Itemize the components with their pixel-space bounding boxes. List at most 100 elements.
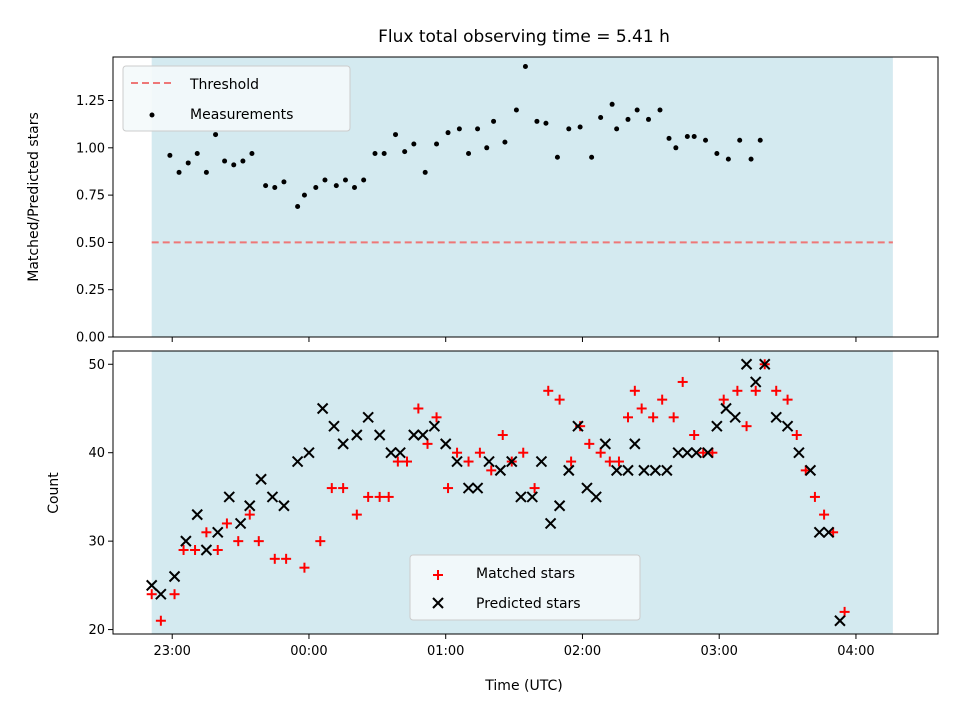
predicted-star-point [690,446,703,459]
matched-star-point [718,394,729,405]
measurement-point [231,162,237,168]
measurement-point [240,158,246,164]
measurement-point [381,150,387,156]
measurement-point [714,150,720,156]
measurement-point [513,107,519,113]
measurement-point [475,126,481,132]
measurement-point [194,150,200,156]
predicted-star-point [834,615,846,627]
matched-star-point [383,491,394,502]
predicted-star-point [428,420,441,432]
predicted-star-point [278,500,290,512]
matched-star-point [269,553,280,564]
matched-star-point [636,403,647,414]
top-panel: 0.00 0.25 0.50 0.75 1.00 1.25 Matched/Predict… [26,56,939,346]
matched-star-point [281,553,292,564]
top-y-tick-label: 0.75 [76,189,105,204]
matched-star-point [463,456,474,467]
chart-title: Flux total observing time = 5.41 h [378,27,670,47]
matched-star-point [629,385,640,396]
x-tick-label: 04:00 [837,644,874,659]
matched-star-point [201,527,212,538]
measurement-point [502,139,508,145]
predicted-star-point [581,482,593,494]
measurement-point [703,137,709,143]
predicted-star-point [711,420,723,432]
bottom-y-tick-label: 30 [88,535,105,550]
measurement-point [634,107,640,113]
matched-star-point [689,430,700,441]
predicted-star-point [440,438,452,450]
matched-star-point [543,385,554,396]
predicted-star-point [622,464,634,477]
matched-star-point [212,544,223,555]
top-y-tick-label: 1.00 [76,141,105,156]
predicted-star-point [629,438,641,450]
predicted-star-point [563,464,575,477]
predicted-star-point [155,588,167,600]
predicted-star-point [244,500,256,512]
predicted-star-point [223,491,235,503]
top-legend-box [122,65,351,132]
predicted-star-point [483,455,495,468]
measurement-point [737,137,743,143]
measurement-point [176,169,182,175]
matched-star-point [732,385,743,396]
matched-star-point [529,483,540,494]
matched-star-point [604,456,615,467]
matched-star-point [244,509,255,520]
matched-star-point [392,456,403,467]
predicted-star-point [681,446,694,459]
top-axes-frame [112,56,939,338]
threshold-legend-label: Threshold [189,77,259,93]
measurement-point [434,141,440,147]
bottom-y-axis: 20 30 40 50 [88,358,113,638]
measurement-point [577,124,583,130]
predicted-star-point [638,464,650,477]
measurement-point [625,116,631,122]
predicted-star-point [535,455,548,468]
measurement-point [598,115,604,121]
predicted-stars-legend-label: Predicted stars [476,596,581,612]
matched-star-point [839,606,850,617]
matched-star-point [613,456,624,467]
measurement-point [402,149,408,155]
predicted-star-point [362,411,374,424]
predicted-star-point [729,411,741,424]
matched-star-point [741,421,752,432]
measurements-legend-label: Measurements [190,107,293,123]
measurement-point [646,116,652,122]
matched-star-point [422,438,433,449]
measurement-point [203,169,209,175]
measurement-point [342,177,348,183]
matched-star-point [431,412,442,423]
measurement-point [422,169,428,175]
predicted-star-point [740,358,753,370]
predicted-star-point [813,526,826,539]
matched-star-point [791,430,802,441]
matched-star-point [178,544,189,555]
predicted-star-point [168,570,181,583]
measurement-point [748,156,754,162]
bottom-legend-box [409,554,641,621]
top-y-tick-label: 0.00 [76,331,105,346]
bottom-x-axis: 23:00 00:00 01:00 02:00 03:00 04:00 [153,634,875,659]
bottom-y-tick-label: 50 [88,358,105,373]
measurement-point [372,150,378,156]
predicted-star-point [553,500,566,512]
measurement-point [657,107,663,113]
predicted-star-point [234,517,247,530]
matched-star-point [338,483,349,494]
predicted-star-point [610,464,623,477]
matched-star-point [474,447,485,458]
matched-star-point [351,509,362,520]
measurements-legend-swatch [149,112,155,118]
matched-star-point [452,447,463,458]
measurement-point [411,141,417,147]
measurement-point [484,145,490,151]
measurement-point [263,183,269,189]
predicted-star-point [180,535,192,547]
measurement-point [456,126,462,132]
matched-star-point [648,412,659,423]
